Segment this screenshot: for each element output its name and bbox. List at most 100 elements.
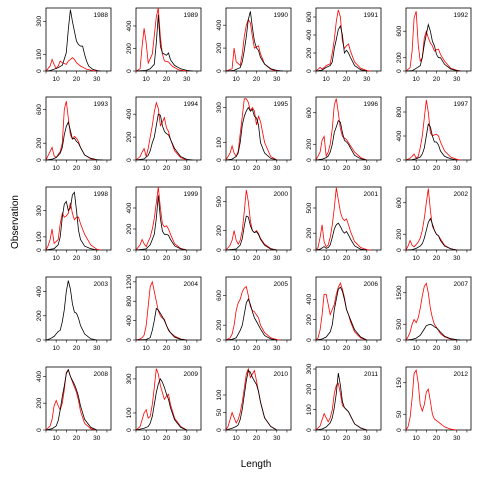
panel-frame (135, 96, 202, 161)
series-line-red (405, 188, 457, 251)
series-line-red (135, 368, 187, 431)
y-tick-label: 100 (216, 389, 223, 400)
panel-year-label: 2011 (364, 371, 378, 378)
y-tick-label: 0 (306, 428, 313, 432)
series-line-red (45, 57, 97, 72)
panel-1992: 10 20 30 0 200 600 1992 (396, 7, 472, 83)
panel-year-label: 1989 (184, 12, 199, 19)
panel-frame (225, 186, 292, 251)
y-tick-label: 600 (36, 104, 43, 115)
y-tick-label: 0 (396, 69, 403, 73)
y-tick-label: 0 (36, 69, 43, 73)
panel-frame (225, 366, 292, 431)
x-tick-label: 10 (53, 435, 61, 442)
panel-year-label: 1998 (94, 191, 109, 198)
series-line-red (135, 186, 187, 251)
x-tick-label: 30 (363, 435, 371, 442)
x-tick-label: 10 (413, 435, 421, 442)
y-tick-label: 100 (126, 407, 133, 418)
series-line-red (135, 280, 187, 341)
x-tick-label: 10 (413, 255, 421, 262)
series-line-black (225, 215, 277, 251)
y-tick-label: 400 (126, 202, 133, 213)
panel-frame (315, 186, 382, 251)
panel-frame (315, 7, 382, 72)
panel-year-label: 2008 (94, 371, 109, 378)
x-tick-label: 20 (343, 76, 351, 83)
panel-year-label: 1993 (94, 101, 109, 108)
y-tick-label: 400 (216, 19, 223, 30)
y-tick-label: 0 (216, 69, 223, 73)
x-tick-label: 20 (253, 255, 261, 262)
y-tick-label: 600 (216, 290, 223, 301)
panel-year-label: 1995 (274, 101, 289, 108)
panel-1996: 10 20 30 0 200 600 1996 (306, 96, 382, 172)
series-line-black (405, 323, 461, 341)
panel-year-label: 1997 (454, 101, 469, 108)
y-tick-label: 0 (396, 338, 403, 342)
panel-year-label: 1994 (184, 101, 199, 108)
x-tick-label: 20 (433, 435, 441, 442)
x-tick-label: 20 (73, 345, 81, 352)
panel-year-label: 1992 (454, 12, 469, 19)
y-tick-label: 0 (306, 338, 313, 342)
x-tick-label: 10 (143, 165, 151, 172)
panel-frame (135, 276, 202, 341)
x-tick-label: 20 (163, 76, 171, 83)
series-line-black (405, 23, 461, 72)
x-tick-label: 10 (413, 345, 421, 352)
x-tick-label: 20 (163, 165, 171, 172)
series-line-black (45, 191, 97, 251)
series-line-red (135, 101, 187, 161)
series-line-black (315, 119, 367, 161)
x-tick-label: 10 (413, 165, 421, 172)
x-tick-label: 20 (343, 255, 351, 262)
panel-year-label: 2002 (454, 191, 469, 198)
x-tick-label: 20 (253, 76, 261, 83)
y-tick-label: 100 (216, 137, 223, 148)
y-tick-label: 200 (216, 319, 223, 330)
panel-year-label: 2007 (454, 281, 469, 288)
y-tick-label: 50 (396, 410, 403, 418)
panel-2000: 10 20 30 0 200 500 2000 (216, 186, 292, 262)
panel-frame (315, 366, 382, 431)
panel-frame (135, 366, 202, 431)
y-tick-label: 0 (216, 248, 223, 252)
y-tick-label: 0 (306, 158, 313, 162)
series-line-black (45, 121, 103, 161)
x-tick-label: 30 (273, 345, 281, 352)
y-tick-label: 500 (306, 202, 313, 213)
y-tick-label: 600 (306, 107, 313, 118)
x-tick-label: 10 (143, 255, 151, 262)
panel-2001: 10 20 30 0 200 500 2001 (306, 186, 382, 262)
panel-year-label: 2010 (274, 371, 289, 378)
y-tick-label: 400 (36, 371, 43, 382)
panel-1997: 10 20 30 0 400 800 1997 (396, 96, 472, 172)
x-tick-label: 20 (253, 435, 261, 442)
panel-2008: 10 20 30 0 200 400 2008 (36, 366, 112, 442)
x-tick-label: 10 (233, 76, 241, 83)
y-tick-label: 300 (306, 363, 313, 374)
x-tick-label: 30 (93, 76, 101, 83)
series-line-red (135, 7, 187, 72)
panel-frame (315, 276, 382, 341)
series-line-red (405, 99, 461, 161)
panel-year-label: 2004 (184, 281, 199, 288)
series-line-red (225, 189, 277, 251)
series-line-red (405, 282, 457, 341)
y-tick-label: 150 (396, 377, 403, 388)
x-tick-label: 20 (73, 255, 81, 262)
x-tick-label: 10 (323, 345, 331, 352)
x-tick-label: 30 (363, 76, 371, 83)
x-tick-label: 10 (53, 255, 61, 262)
y-tick-label: 0 (126, 248, 133, 252)
x-tick-label: 10 (323, 76, 331, 83)
y-tick-label: 400 (396, 130, 403, 141)
panel-1994: 10 20 30 0 200 400 1994 (126, 96, 202, 172)
y-tick-label: 200 (306, 314, 313, 325)
series-line-red (225, 18, 277, 72)
